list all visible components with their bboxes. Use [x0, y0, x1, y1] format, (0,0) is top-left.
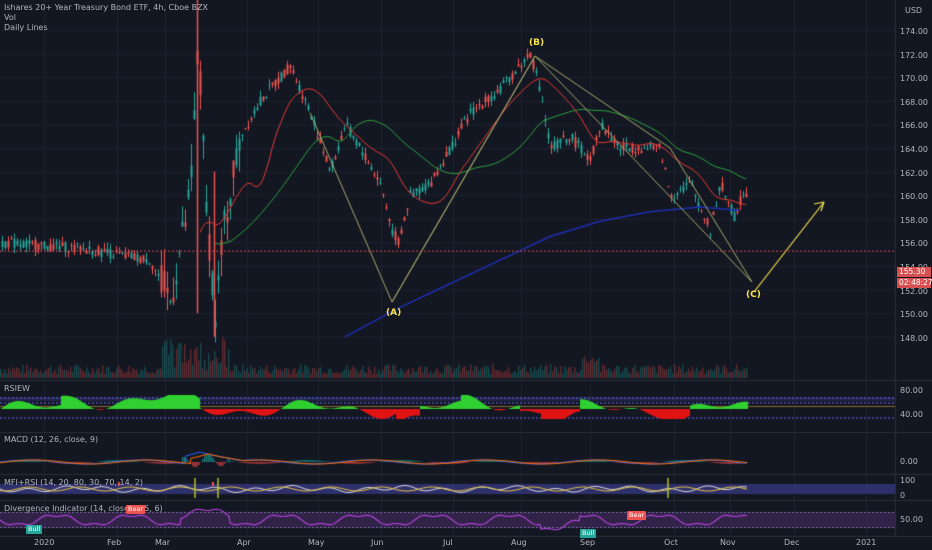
time-tick: Aug — [511, 538, 527, 547]
time-tick: Feb — [107, 538, 122, 547]
bear-signal: Bear — [126, 505, 146, 514]
volume-label: Vol — [4, 13, 16, 22]
wave-label-a: (A) — [386, 308, 402, 318]
price-tick: 174.00 — [900, 27, 928, 36]
price-tick: 156.00 — [900, 239, 928, 249]
time-tick: Jun — [371, 538, 384, 547]
time-tick: Jul — [443, 538, 453, 547]
price-tick: 166.00 — [900, 121, 928, 131]
currency-label: USD — [905, 6, 923, 15]
time-tick: 2021 — [856, 538, 877, 547]
rsiew-tick-80: 80.00 — [900, 386, 923, 395]
time-tick: Oct — [664, 538, 678, 547]
time-tick: Apr — [237, 538, 251, 547]
divergence-title: Divergence Indicator (14, close, 5, 5, 6… — [4, 504, 163, 513]
countdown-tag: 02:48:27 — [897, 278, 932, 288]
last-price-tag: 155.30 — [897, 267, 931, 277]
wave-label-c: (C) — [746, 290, 761, 300]
time-tick: May — [308, 538, 325, 547]
price-tick: 168.00 — [900, 97, 928, 107]
price-tick: 152.00 — [900, 286, 928, 296]
wave-label-b: (B) — [529, 38, 545, 48]
price-tick: 148.00 — [900, 333, 928, 343]
divergence-tick-50: 50.00 — [900, 515, 923, 524]
macd-title: MACD (12, 26, close, 9) — [4, 435, 99, 444]
price-tick: 150.00 — [900, 310, 928, 320]
mfi-tick-0: 0 — [900, 491, 906, 500]
symbol-info: Ishares 20+ Year Treasury Bond ETF, 4h, … — [4, 3, 209, 12]
price-tick: 162.00 — [900, 168, 928, 178]
bull-signal-2: Bull — [580, 529, 597, 538]
mfi-title: MFI+RSI (14, 20, 80, 30, 70, 14, 2) — [4, 478, 144, 487]
price-tick: 158.00 — [900, 215, 928, 225]
price-tick: 164.00 — [900, 145, 928, 154]
time-tick: Sep — [580, 538, 596, 547]
bear-signal-2: Bear — [627, 511, 647, 520]
rsiew-title: RSIEW — [4, 384, 30, 393]
mfi-tick-100: 100 — [900, 476, 916, 485]
price-tick: 170.00 — [900, 74, 928, 84]
time-tick: Mar — [155, 538, 171, 547]
price-tick: 172.00 — [900, 50, 928, 60]
rsiew-tick-40: 40.00 — [900, 410, 923, 419]
time-tick: 2020 — [34, 538, 55, 547]
price-tick: 160.00 — [900, 192, 928, 202]
daily-lines-label: Daily Lines — [4, 23, 48, 32]
macd-tick-0: 0.00 — [900, 457, 918, 466]
time-tick: Dec — [784, 538, 800, 547]
time-tick: Nov — [720, 538, 736, 547]
bull-signal: Bull — [26, 525, 43, 534]
